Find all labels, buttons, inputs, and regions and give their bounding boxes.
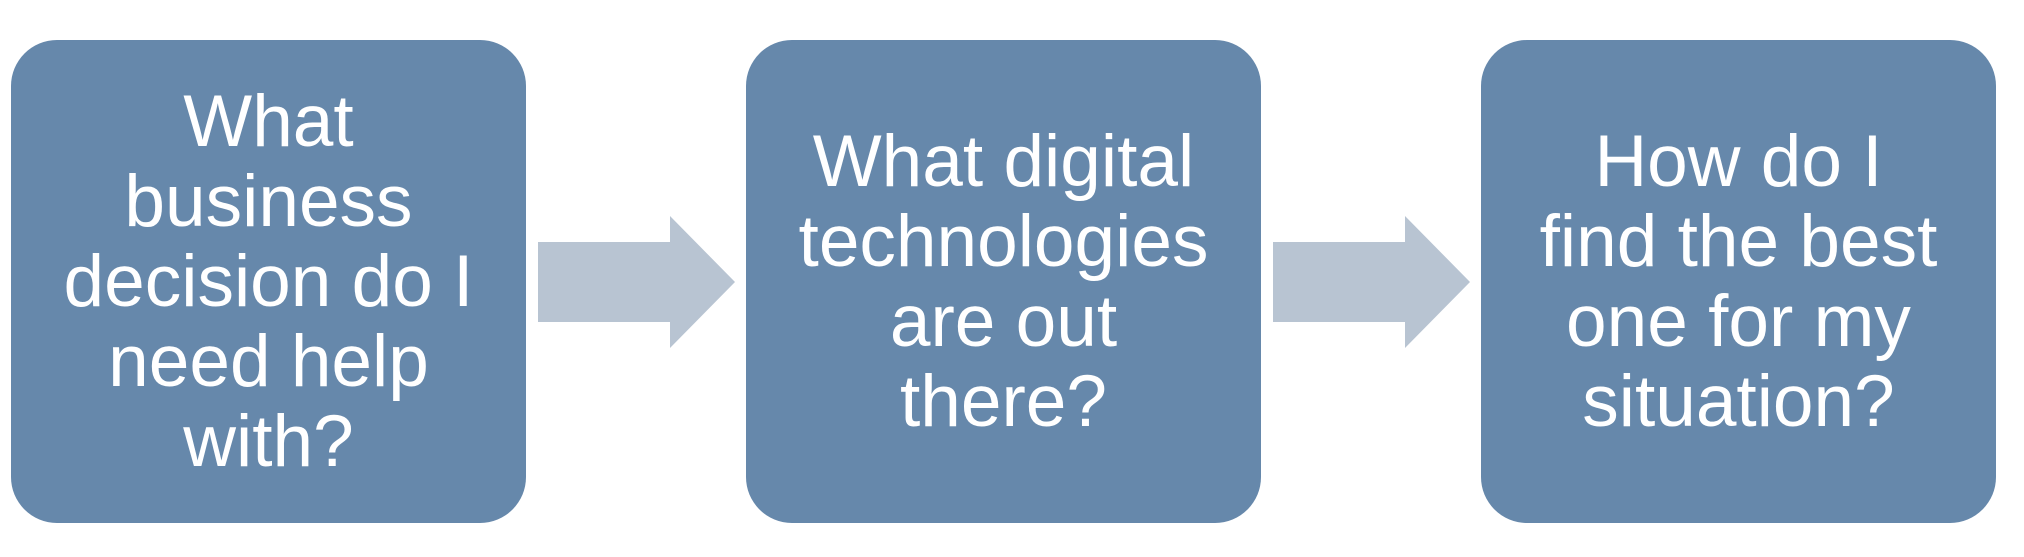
- step-box-3: How do I find the best one for my situat…: [1481, 40, 1996, 523]
- arrow-1-shape: [538, 216, 735, 348]
- right-arrow-icon: [1273, 216, 1473, 348]
- step-1-label: What business decision do I need help wi…: [63, 80, 474, 482]
- step-3-label: How do I find the best one for my situat…: [1539, 120, 1938, 442]
- step-box-1: What business decision do I need help wi…: [11, 40, 526, 523]
- right-arrow-icon: [538, 216, 738, 348]
- arrow-2-shape: [1273, 216, 1470, 348]
- step-2-label: What digital technologies are out there?: [798, 120, 1209, 442]
- step-box-2: What digital technologies are out there?: [746, 40, 1261, 523]
